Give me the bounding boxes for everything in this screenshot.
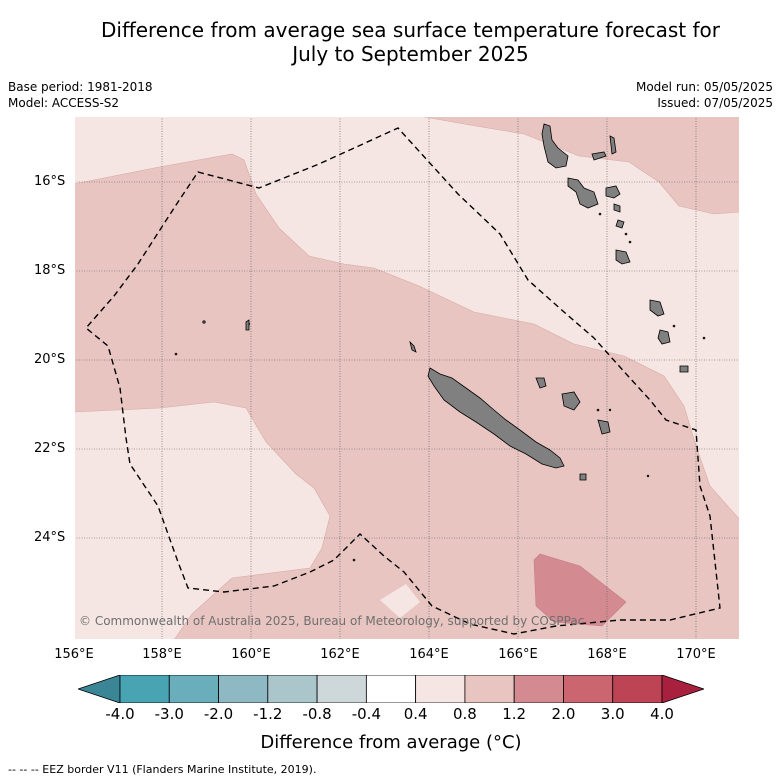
colorbar-tick-label: -3.0 [155, 705, 184, 723]
lat-label-22s: 22°S [34, 441, 65, 456]
colorbar-tick-label: 1.2 [502, 705, 526, 723]
lon-label-164e: 164°E [409, 647, 449, 662]
lon-label-158e: 158°E [142, 647, 182, 662]
colorbar-tick-label: -4.0 [105, 705, 134, 723]
title-line-2: July to September 2025 [40, 42, 781, 66]
colorbar-tick-label: -0.8 [302, 705, 331, 723]
colorbar-extend-high [662, 675, 704, 703]
eez-footnote: -- -- -- EEZ border V11 (Flanders Marine… [8, 763, 316, 776]
model-run: Model run: 05/05/2025 [636, 79, 773, 95]
lon-label-156e: 156°E [54, 647, 94, 662]
chart-title: Difference from average sea surface temp… [40, 18, 781, 66]
colorbar-cell [219, 675, 268, 703]
colorbar-tick-label: -2.0 [204, 705, 233, 723]
colorbar-cell [465, 675, 514, 703]
colorbar-cell [317, 675, 366, 703]
lon-label-162e: 162°E [320, 647, 360, 662]
colorbar-cell [563, 675, 612, 703]
meta-right: Model run: 05/05/2025 Issued: 07/05/2025 [636, 79, 773, 111]
issued-date: Issued: 07/05/2025 [636, 95, 773, 111]
colorbar-cell [366, 675, 415, 703]
colorbar-cell [416, 675, 465, 703]
colorbar [78, 675, 704, 703]
lat-label-24s: 24°S [34, 530, 65, 545]
lon-label-166e: 166°E [498, 647, 538, 662]
title-line-1: Difference from average sea surface temp… [40, 18, 781, 42]
colorbar-tick-label: -0.4 [352, 705, 381, 723]
colorbar-tick-label: -1.2 [253, 705, 282, 723]
colorbar-cells [78, 675, 704, 703]
meta-left: Base period: 1981-2018 Model: ACCESS-S2 [8, 79, 153, 111]
colorbar-tick-label: 4.0 [650, 705, 674, 723]
base-period: Base period: 1981-2018 [8, 79, 153, 95]
map-frame [74, 116, 740, 640]
model-name: Model: ACCESS-S2 [8, 95, 153, 111]
lat-label-18s: 18°S [34, 263, 65, 278]
colorbar-cell [169, 675, 218, 703]
colorbar-tick-label: 0.8 [453, 705, 477, 723]
colorbar-cell [514, 675, 563, 703]
lat-label-16s: 16°S [34, 174, 65, 189]
copyright-notice: © Commonwealth of Australia 2025, Bureau… [79, 614, 584, 628]
colorbar-tick-label: 2.0 [552, 705, 576, 723]
lon-label-168e: 168°E [587, 647, 627, 662]
colorbar-extend-low [78, 675, 120, 703]
colorbar-cell [268, 675, 317, 703]
colorbar-tick-label: 0.4 [404, 705, 428, 723]
colorbar-label: Difference from average (°C) [78, 732, 704, 753]
colorbar-cell [120, 675, 169, 703]
lon-label-160e: 160°E [231, 647, 271, 662]
lon-label-170e: 170°E [676, 647, 716, 662]
colorbar-tick-label: 3.0 [601, 705, 625, 723]
colorbar-cell [613, 675, 662, 703]
lat-label-20s: 20°S [34, 352, 65, 367]
